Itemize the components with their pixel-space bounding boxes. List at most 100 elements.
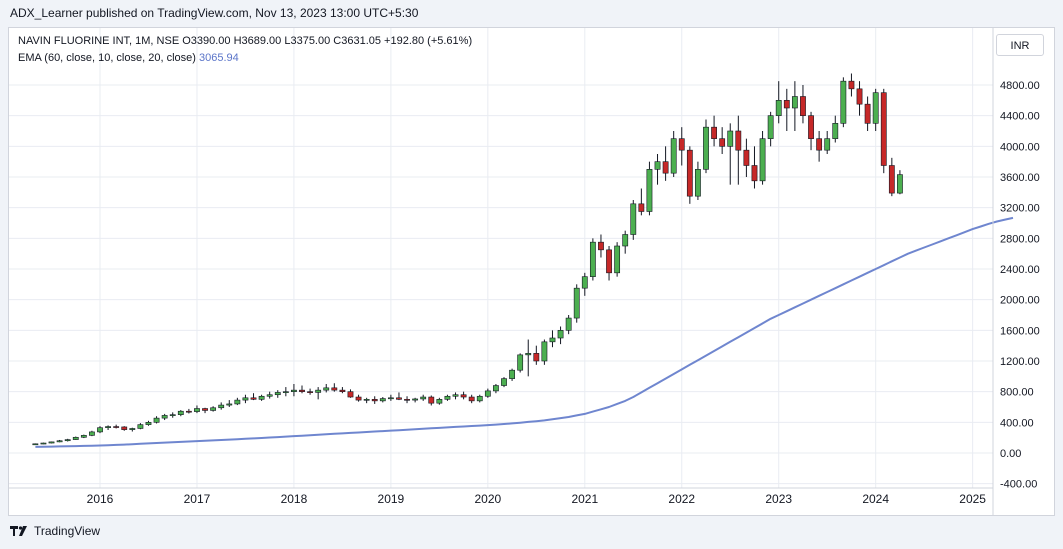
candle-body <box>396 397 402 400</box>
time-axis[interactable]: 2016 2017 2018 2019 2020 2021 2022 2023 2024 2025 <box>9 487 993 506</box>
candle-body <box>880 92 887 166</box>
ema-label: EMA (60, close, 10, close, 20, close) <box>18 52 196 64</box>
candle <box>630 200 637 240</box>
candle <box>412 397 419 403</box>
candle <box>177 410 184 417</box>
candle-body <box>113 426 120 428</box>
candle <box>444 394 451 401</box>
candle-body <box>97 427 103 433</box>
candle <box>97 426 103 434</box>
candle <box>460 391 467 400</box>
candle-body <box>751 165 758 182</box>
candle <box>185 408 192 414</box>
candle <box>686 146 693 204</box>
candle-body <box>177 410 184 415</box>
footer-brand[interactable]: TradingView <box>10 524 100 538</box>
candle <box>775 81 782 124</box>
candle-body <box>533 353 540 362</box>
candle-body <box>686 149 693 197</box>
candle <box>105 425 111 430</box>
candle-body <box>541 341 548 362</box>
candle-body <box>824 138 831 151</box>
candle-body <box>161 415 168 419</box>
candle-body <box>509 369 515 379</box>
candle-body <box>484 390 491 397</box>
candle-body <box>72 436 79 440</box>
y-tick-label: 2400.00 <box>1000 264 1040 276</box>
candle-body <box>614 245 621 274</box>
y-tick-label: 3600.00 <box>1000 172 1040 184</box>
candle <box>218 402 225 410</box>
candle <box>800 85 806 124</box>
candle-body <box>379 398 386 402</box>
candle <box>678 127 685 166</box>
chart-panel[interactable] <box>8 27 1055 516</box>
candle <box>816 131 823 162</box>
candle-body <box>56 440 63 443</box>
candle <box>113 424 120 429</box>
candle <box>719 127 726 154</box>
candle <box>808 111 814 151</box>
candle <box>299 385 305 394</box>
candle <box>363 397 370 404</box>
candle <box>549 330 556 348</box>
candle-body <box>412 398 419 401</box>
candle-body <box>299 389 305 392</box>
candle <box>670 131 677 177</box>
candle-body <box>832 123 839 139</box>
candle <box>476 394 483 403</box>
candle-body <box>654 161 661 170</box>
candle <box>573 284 580 323</box>
candle <box>872 88 879 131</box>
candle <box>541 339 548 365</box>
candle <box>371 396 378 404</box>
candle <box>137 423 144 430</box>
symbol-legend[interactable]: NAVIN FLUORINE INT, 1M, NSE O3390.00 H36… <box>18 35 473 47</box>
y-tick-label: 4400.00 <box>1000 111 1040 123</box>
candle-body <box>460 394 467 398</box>
candle <box>161 413 168 421</box>
candle-body <box>743 149 750 166</box>
candle-body <box>452 394 459 397</box>
currency-button[interactable]: INR <box>996 34 1044 56</box>
candle-body <box>137 424 144 429</box>
candle <box>404 396 410 404</box>
ema-line-layer <box>35 216 1014 448</box>
candle <box>282 387 289 397</box>
candle <box>129 427 136 432</box>
candle <box>735 115 742 185</box>
candle-body <box>767 115 774 139</box>
candle-body <box>638 203 645 212</box>
candle-body <box>606 249 612 274</box>
candle-body <box>670 138 677 174</box>
candle <box>315 387 322 400</box>
x-tick-label: 2021 <box>571 492 598 506</box>
x-tick-label: 2016 <box>87 492 114 506</box>
candle <box>727 123 734 185</box>
candle <box>840 77 847 128</box>
ema-legend[interactable]: EMA (60, close, 10, close, 20, close) 30… <box>18 52 239 64</box>
candle-body <box>888 165 895 194</box>
candle-body <box>387 397 394 400</box>
candle <box>501 377 507 388</box>
candle-body <box>291 389 297 392</box>
candle-body <box>89 431 95 436</box>
candle <box>89 430 95 437</box>
x-tick-label: 2022 <box>668 492 695 506</box>
candle-body <box>258 395 265 400</box>
candle-body <box>573 287 580 319</box>
candle <box>80 434 87 439</box>
price-axis[interactable]: 4800.00 4400.00 4000.00 3600.00 3200.00 2800.… <box>992 28 1040 516</box>
candle <box>783 88 790 131</box>
candle-body <box>872 92 879 124</box>
candle <box>428 395 435 406</box>
candle-body <box>347 391 354 398</box>
candle-body <box>864 103 871 124</box>
ema-value: 3065.94 <box>198 52 239 64</box>
candle <box>194 405 200 414</box>
candle <box>791 81 798 131</box>
candle-body <box>800 96 806 116</box>
candle-body <box>622 234 629 247</box>
candle-body <box>185 410 192 413</box>
